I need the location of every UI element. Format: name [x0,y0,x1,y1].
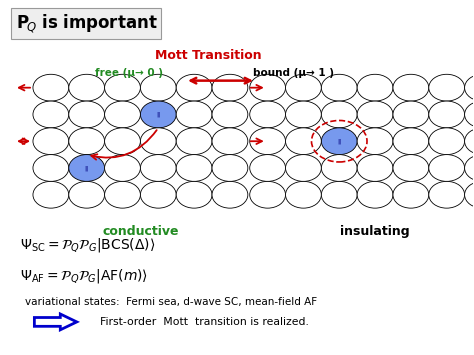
Circle shape [140,74,176,101]
Circle shape [105,101,140,128]
Circle shape [140,155,176,181]
Circle shape [321,74,357,101]
Circle shape [429,128,465,155]
Circle shape [212,74,248,101]
Text: insulating: insulating [340,225,410,238]
Text: bound (μ→ 1 ): bound (μ→ 1 ) [253,68,334,78]
Circle shape [176,155,212,181]
Circle shape [429,155,465,181]
Circle shape [69,128,105,155]
Circle shape [465,101,474,128]
Circle shape [357,155,393,181]
Circle shape [357,101,393,128]
Circle shape [285,74,321,101]
Circle shape [33,181,69,208]
Circle shape [321,155,357,181]
Circle shape [465,155,474,181]
Circle shape [176,74,212,101]
Text: free (μ→ 0 ): free (μ→ 0 ) [95,68,163,78]
Text: conductive: conductive [102,225,179,238]
Circle shape [285,181,321,208]
Circle shape [321,181,357,208]
Circle shape [357,128,393,155]
Text: ||: || [156,112,160,117]
Circle shape [105,155,140,181]
Circle shape [69,155,105,181]
Circle shape [250,155,285,181]
Circle shape [285,128,321,155]
Circle shape [357,181,393,208]
Circle shape [285,155,321,181]
Circle shape [465,181,474,208]
Circle shape [140,181,176,208]
Circle shape [321,101,357,128]
Circle shape [212,128,248,155]
Circle shape [393,155,429,181]
Text: variational states:  Fermi sea, d-wave SC, mean-field AF: variational states: Fermi sea, d-wave SC… [25,297,317,307]
Circle shape [105,181,140,208]
Circle shape [285,101,321,128]
Circle shape [140,128,176,155]
Circle shape [33,155,69,181]
Circle shape [33,128,69,155]
Circle shape [429,101,465,128]
Circle shape [33,74,69,101]
Circle shape [212,181,248,208]
Circle shape [140,101,176,128]
Circle shape [393,74,429,101]
Text: ||: || [337,138,341,144]
Circle shape [393,101,429,128]
Circle shape [429,74,465,101]
Text: Mott Transition: Mott Transition [155,49,262,62]
Text: $\Psi_{\mathrm{SC}} = \mathcal{P}_Q\mathcal{P}_G|\mathrm{BCS}(\Delta)\rangle$: $\Psi_{\mathrm{SC}} = \mathcal{P}_Q\math… [20,236,155,253]
Circle shape [69,101,105,128]
Circle shape [33,101,69,128]
Circle shape [465,128,474,155]
Circle shape [250,181,285,208]
Text: ||: || [84,165,89,171]
Circle shape [176,128,212,155]
Circle shape [393,128,429,155]
Circle shape [212,101,248,128]
Circle shape [250,128,285,155]
Text: $\Psi_{\mathrm{AF}} = \mathcal{P}_Q\mathcal{P}_G|\mathrm{AF}(m)\rangle$: $\Psi_{\mathrm{AF}} = \mathcal{P}_Q\math… [20,267,148,285]
Circle shape [250,74,285,101]
Circle shape [176,101,212,128]
Circle shape [250,101,285,128]
Text: $\mathbf{P}_{\!\mathit{Q}}$$\mathbf{\ is\ important}$: $\mathbf{P}_{\!\mathit{Q}}$$\mathbf{\ is… [16,12,157,34]
Circle shape [465,74,474,101]
Circle shape [429,181,465,208]
Circle shape [321,128,357,155]
Circle shape [105,74,140,101]
Circle shape [105,128,140,155]
Text: First-order  Mott  transition is realized.: First-order Mott transition is realized. [100,317,309,327]
Circle shape [69,181,105,208]
Circle shape [357,74,393,101]
Circle shape [393,181,429,208]
Circle shape [69,74,105,101]
Circle shape [176,181,212,208]
Circle shape [212,155,248,181]
FancyArrow shape [35,314,77,330]
